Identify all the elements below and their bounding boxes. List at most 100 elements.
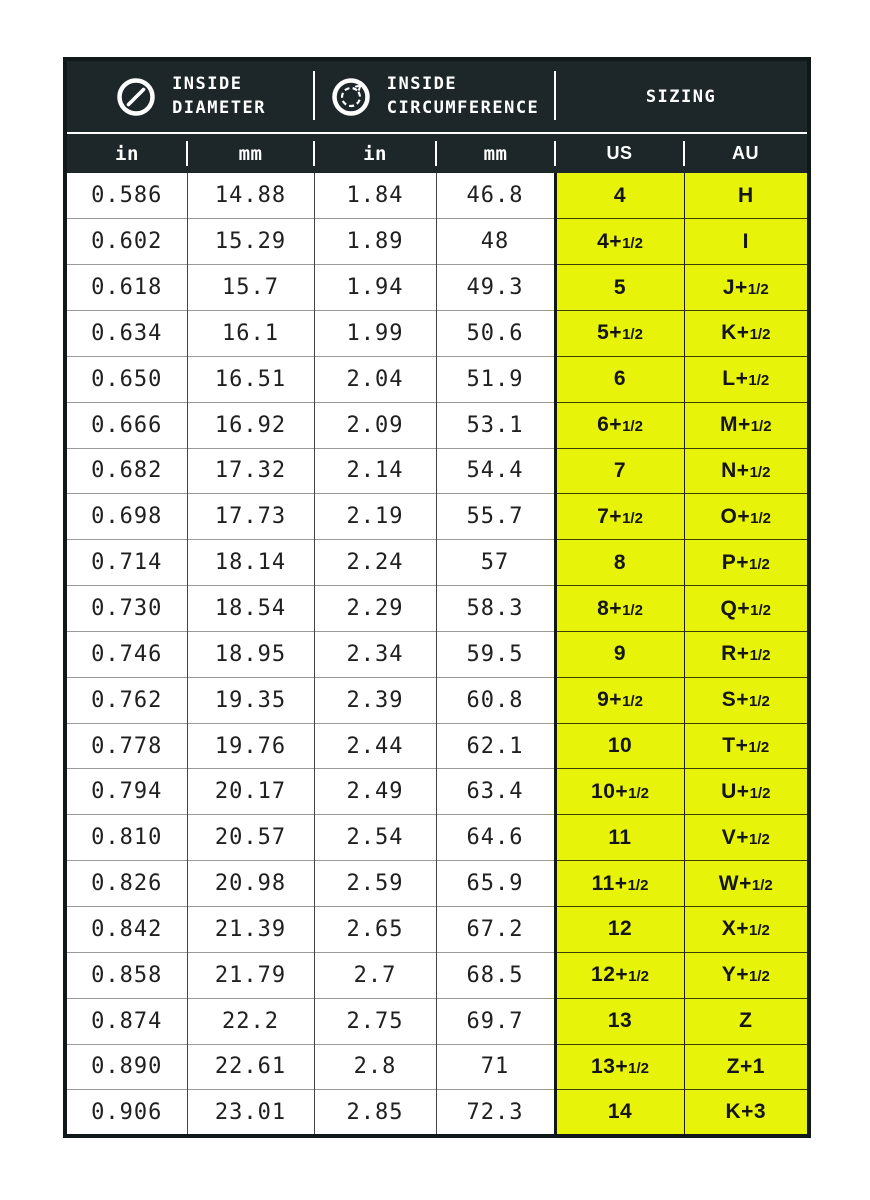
cell-size-au: S+1/2	[684, 676, 810, 724]
cell-size-us: 4+1/2	[555, 218, 685, 265]
cell-size-au: R+1/2	[684, 630, 810, 678]
cell-size-au: Q+1/2	[684, 585, 810, 632]
cell-diameter-in: 0.778	[65, 722, 188, 769]
table-row: 0.650 16.51 2.04 51.9 6 L+1/2	[65, 355, 810, 403]
cell-diameter-mm: 18.14	[187, 539, 315, 586]
col-header-size-au: AU	[683, 133, 810, 173]
cell-circumference-in: 2.85	[314, 1089, 437, 1136]
table-header: INSIDE DIAMETER INSIDE	[65, 59, 810, 173]
cell-size-au: Y+1/2	[684, 951, 810, 999]
header-label-line: INSIDE	[386, 73, 458, 94]
table-row: 0.762 19.35 2.39 60.8 9+1/2 S+1/2	[65, 676, 810, 724]
cell-circumference-mm: 65.9	[436, 860, 557, 907]
cell-size-au: H	[684, 173, 810, 219]
table-row: 0.874 22.2 2.75 69.7 13 Z	[65, 997, 810, 1045]
cell-size-au: K+1/2	[684, 310, 810, 357]
cell-size-au: X+1/2	[684, 906, 810, 953]
table-row: 0.858 21.79 2.7 68.5 12+1/2 Y+1/2	[65, 951, 810, 999]
cell-size-au: J+1/2	[684, 264, 810, 311]
cell-diameter-mm: 18.95	[187, 630, 315, 678]
cell-circumference-in: 2.65	[314, 906, 437, 953]
cell-diameter-in: 0.698	[65, 493, 188, 540]
cell-circumference-in: 2.34	[314, 630, 437, 678]
cell-diameter-in: 0.874	[65, 997, 188, 1045]
cell-diameter-mm: 21.79	[187, 951, 315, 999]
cell-circumference-in: 1.99	[314, 310, 437, 357]
cell-size-us: 4	[555, 173, 685, 219]
cell-circumference-in: 2.29	[314, 585, 437, 632]
table-row: 0.666 16.92 2.09 53.1 6+1/2 M+1/2	[65, 401, 810, 449]
circumference-icon	[330, 76, 372, 118]
cell-size-us: 12	[555, 906, 685, 953]
cell-circumference-mm: 58.3	[436, 585, 557, 632]
cell-circumference-mm: 49.3	[436, 264, 557, 311]
cell-diameter-in: 0.730	[65, 585, 188, 632]
cell-size-us: 12+1/2	[555, 951, 685, 999]
header-inside-circumference: INSIDE CIRCUMFERENCE	[313, 59, 556, 134]
cell-size-au: Z	[684, 997, 810, 1045]
table-row: 0.602 15.29 1.89 48 4+1/2 I	[65, 218, 810, 265]
cell-circumference-in: 2.14	[314, 447, 437, 494]
header-label-line: SIZING	[645, 86, 717, 107]
table-row: 0.826 20.98 2.59 65.9 11+1/2 W+1/2	[65, 860, 810, 907]
cell-circumference-mm: 59.5	[436, 630, 557, 678]
cell-size-us: 8	[555, 539, 685, 586]
table-row: 0.730 18.54 2.29 58.3 8+1/2 Q+1/2	[65, 585, 810, 632]
cell-size-us: 10	[555, 722, 685, 769]
cell-diameter-in: 0.602	[65, 218, 188, 265]
cell-diameter-in: 0.682	[65, 447, 188, 494]
table-row: 0.810 20.57 2.54 64.6 11 V+1/2	[65, 814, 810, 861]
table-row: 0.714 18.14 2.24 57 8 P+1/2	[65, 539, 810, 586]
header-inside-diameter: INSIDE DIAMETER	[65, 59, 315, 134]
cell-size-us: 7	[555, 447, 685, 494]
cell-diameter-in: 0.650	[65, 355, 188, 403]
col-header-diameter-in: in	[65, 133, 187, 173]
cell-circumference-mm: 68.5	[436, 951, 557, 999]
header-sizing: SIZING	[554, 59, 810, 134]
cell-circumference-in: 2.39	[314, 676, 437, 724]
table-row: 0.778 19.76 2.44 62.1 10 T+1/2	[65, 722, 810, 769]
cell-diameter-mm: 16.51	[187, 355, 315, 403]
col-header-circumference-mm: mm	[435, 133, 556, 173]
cell-size-au: W+1/2	[684, 860, 810, 907]
cell-circumference-in: 2.24	[314, 539, 437, 586]
cell-circumference-in: 2.49	[314, 768, 437, 815]
cell-circumference-mm: 55.7	[436, 493, 557, 540]
cell-diameter-mm: 20.57	[187, 814, 315, 861]
cell-size-au: T+1/2	[684, 722, 810, 769]
cell-diameter-in: 0.666	[65, 401, 188, 449]
cell-circumference-in: 1.94	[314, 264, 437, 311]
cell-circumference-in: 2.54	[314, 814, 437, 861]
cell-circumference-in: 2.8	[314, 1043, 437, 1090]
table-row: 0.586 14.88 1.84 46.8 4 H	[65, 173, 810, 219]
cell-diameter-mm: 16.92	[187, 401, 315, 449]
cell-diameter-mm: 22.2	[187, 997, 315, 1045]
cell-diameter-mm: 20.98	[187, 860, 315, 907]
diameter-icon	[115, 76, 157, 118]
cell-circumference-mm: 51.9	[436, 355, 557, 403]
cell-size-au: K+3	[684, 1089, 810, 1136]
cell-circumference-mm: 50.6	[436, 310, 557, 357]
cell-circumference-mm: 53.1	[436, 401, 557, 449]
cell-diameter-in: 0.634	[65, 310, 188, 357]
cell-diameter-mm: 16.1	[187, 310, 315, 357]
cell-size-au: P+1/2	[684, 539, 810, 586]
cell-size-us: 11	[555, 814, 685, 861]
cell-size-us: 10+1/2	[555, 768, 685, 815]
cell-size-au: N+1/2	[684, 447, 810, 494]
cell-size-au: O+1/2	[684, 493, 810, 540]
cell-circumference-mm: 54.4	[436, 447, 557, 494]
cell-circumference-in: 2.19	[314, 493, 437, 540]
table-row: 0.746 18.95 2.34 59.5 9 R+1/2	[65, 630, 810, 678]
cell-size-us: 13	[555, 997, 685, 1045]
cell-circumference-in: 2.09	[314, 401, 437, 449]
cell-size-us: 6+1/2	[555, 401, 685, 449]
header-label-line: CIRCUMFERENCE	[386, 97, 540, 118]
cell-circumference-mm: 69.7	[436, 997, 557, 1045]
cell-size-au: L+1/2	[684, 355, 810, 403]
cell-size-us: 9+1/2	[555, 676, 685, 724]
header-group-row: INSIDE DIAMETER INSIDE	[65, 59, 810, 134]
cell-circumference-mm: 71	[436, 1043, 557, 1090]
cell-diameter-in: 0.714	[65, 539, 188, 586]
cell-diameter-in: 0.858	[65, 951, 188, 999]
